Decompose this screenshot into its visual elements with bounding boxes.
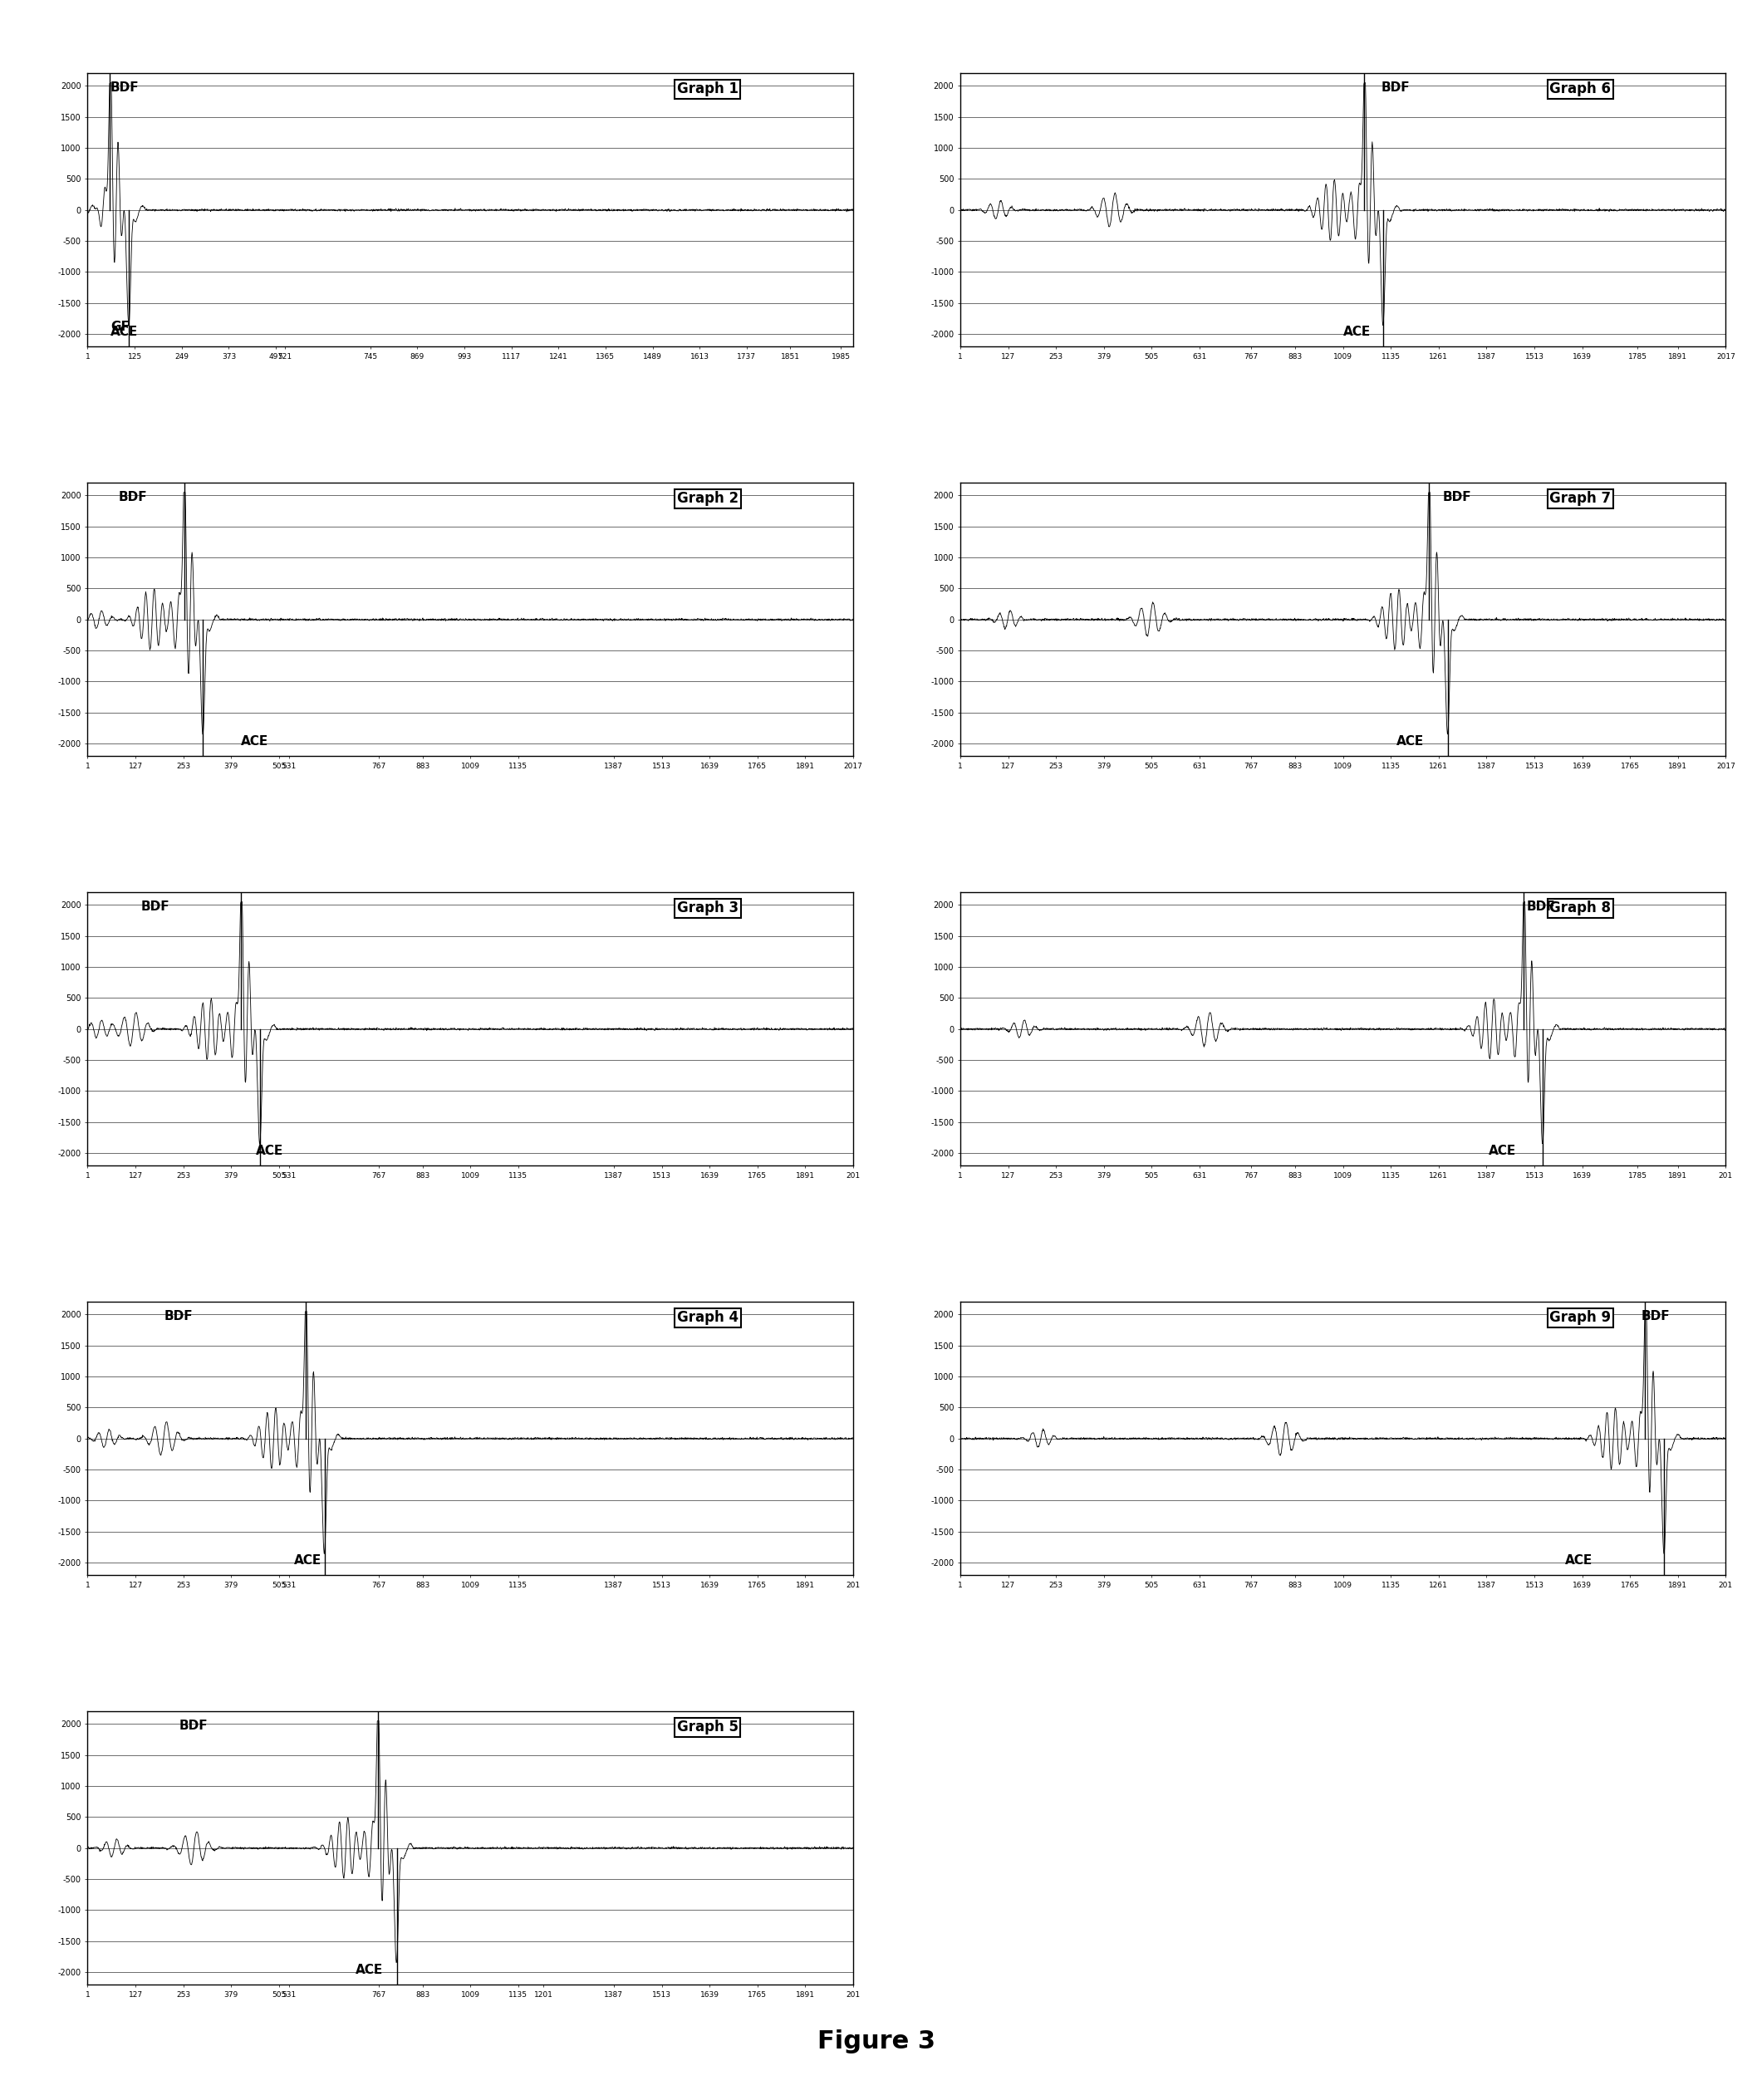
Text: ACE: ACE xyxy=(110,326,138,338)
Text: ACE: ACE xyxy=(356,1964,384,1976)
Text: Graph 7: Graph 7 xyxy=(1551,491,1612,506)
Text: Figure 3: Figure 3 xyxy=(816,2031,936,2054)
Text: ACE: ACE xyxy=(240,735,268,748)
Text: ACE: ACE xyxy=(294,1554,322,1567)
Text: BDF: BDF xyxy=(1642,1310,1670,1323)
Text: Graph 3: Graph 3 xyxy=(676,901,739,916)
Text: Graph 6: Graph 6 xyxy=(1551,82,1612,97)
Text: Graph 8: Graph 8 xyxy=(1551,901,1612,916)
Text: ACE: ACE xyxy=(256,1144,284,1157)
Text: Graph 9: Graph 9 xyxy=(1551,1310,1612,1325)
Text: BDF: BDF xyxy=(165,1310,193,1323)
Text: BDF: BDF xyxy=(179,1720,208,1732)
Text: BDF: BDF xyxy=(117,491,147,504)
Text: Graph 2: Graph 2 xyxy=(676,491,739,506)
Text: GF: GF xyxy=(110,321,130,334)
Text: ACE: ACE xyxy=(1344,326,1370,338)
Text: ACE: ACE xyxy=(1565,1554,1593,1567)
Text: BDF: BDF xyxy=(1442,491,1472,504)
Text: ACE: ACE xyxy=(1489,1144,1515,1157)
Text: Graph 1: Graph 1 xyxy=(676,82,739,97)
Text: BDF: BDF xyxy=(1381,82,1410,94)
Text: BDF: BDF xyxy=(142,901,170,914)
Text: Graph 5: Graph 5 xyxy=(676,1720,739,1735)
Text: ACE: ACE xyxy=(1396,735,1424,748)
Text: BDF: BDF xyxy=(1526,901,1556,914)
Text: Graph 4: Graph 4 xyxy=(676,1310,739,1325)
Text: BDF: BDF xyxy=(110,82,140,94)
